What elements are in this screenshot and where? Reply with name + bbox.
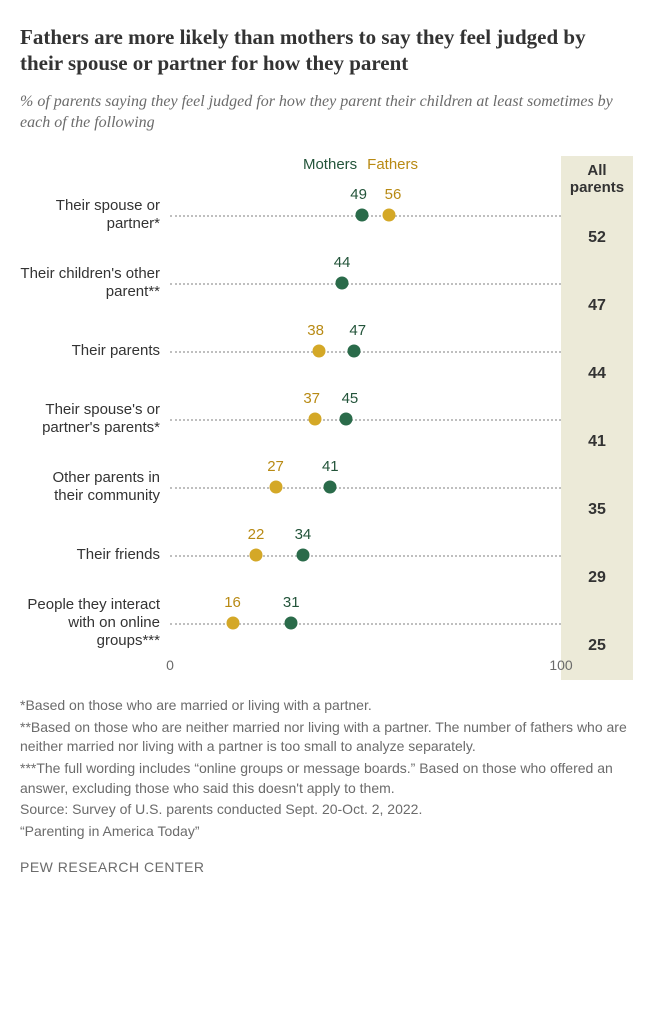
mother-dot (336, 276, 349, 289)
legend-mothers: Mothers (303, 156, 357, 173)
row-label: Their children's other parent** (20, 265, 170, 301)
mother-value: 49 (350, 186, 367, 203)
row-gridline (170, 419, 561, 421)
mother-dot (355, 208, 368, 221)
chart-footer: PEW RESEARCH CENTER (20, 859, 633, 875)
all-parents-value: 47 (561, 272, 633, 340)
all-parents-values: 52474441352925 (561, 204, 633, 680)
x-axis: 0 100 (170, 657, 561, 679)
chart-container: Mothers Fathers Their spouse or partner*… (20, 156, 633, 681)
all-parents-value: 52 (561, 204, 633, 272)
legend-fathers: Fathers (367, 156, 418, 173)
row-label: Other parents in their community (20, 469, 170, 505)
mother-value: 47 (349, 322, 366, 339)
row-plot: 38 47 (170, 317, 561, 385)
father-value: 27 (267, 458, 284, 475)
note-line: “Parenting in America Today” (20, 822, 633, 842)
row-plot: 27 41 (170, 453, 561, 521)
row-plot: 44 (170, 249, 561, 317)
chart-plot-area: Mothers Fathers Their spouse or partner*… (20, 156, 561, 681)
mother-value: 44 (334, 254, 351, 271)
all-parents-value: 35 (561, 476, 633, 544)
father-dot (269, 480, 282, 493)
all-parents-header: All parents (561, 156, 633, 205)
row-gridline (170, 555, 561, 557)
row-plot: 1631 (170, 589, 561, 657)
axis-tick-100: 100 (549, 657, 572, 673)
chart-legend: Mothers Fathers (20, 156, 561, 173)
chart-notes: *Based on those who are married or livin… (20, 696, 633, 841)
note-line: **Based on those who are neither married… (20, 718, 633, 757)
all-parents-column: All parents 52474441352925 (561, 156, 633, 681)
row-plot: 56 49 (170, 181, 561, 249)
row-plot: 37 45 (170, 385, 561, 453)
chart-row: Their children's other parent** 44 (20, 249, 561, 317)
mother-dot (347, 344, 360, 357)
chart-row: People they interact with on online grou… (20, 589, 561, 657)
chart-row: Their spouse's or partner's parents* 37 45 (20, 385, 561, 453)
axis-tick-0: 0 (166, 657, 174, 673)
chart-title: Fathers are more likely than mothers to … (20, 24, 633, 77)
mother-dot (296, 548, 309, 561)
note-line: Source: Survey of U.S. parents conducted… (20, 800, 633, 820)
mother-dot (285, 616, 298, 629)
father-value: 22 (248, 526, 265, 543)
row-label: Their friends (20, 546, 170, 564)
father-dot (382, 208, 395, 221)
mother-value: 45 (342, 390, 359, 407)
mother-value: 41 (322, 458, 339, 475)
chart-row: Other parents in their community 27 41 (20, 453, 561, 521)
father-value: 56 (385, 186, 402, 203)
mother-dot (324, 480, 337, 493)
all-parents-value: 41 (561, 408, 633, 476)
row-label: Their spouse or partner* (20, 197, 170, 233)
chart-row: Their spouse or partner* 56 49 (20, 181, 561, 249)
row-gridline (170, 487, 561, 489)
father-value: 16 (224, 594, 241, 611)
all-parents-value: 29 (561, 544, 633, 612)
note-line: *Based on those who are married or livin… (20, 696, 633, 716)
all-parents-value: 44 (561, 340, 633, 408)
father-dot (308, 412, 321, 425)
father-value: 37 (303, 390, 320, 407)
mother-dot (339, 412, 352, 425)
row-gridline (170, 351, 561, 353)
row-label: Their parents (20, 342, 170, 360)
father-dot (226, 616, 239, 629)
row-plot: 22 34 (170, 521, 561, 589)
chart-rows: Their spouse or partner* 56 49 Their childr… (20, 181, 561, 657)
father-dot (312, 344, 325, 357)
chart-row: Their friends 22 34 (20, 521, 561, 589)
note-line: ***The full wording includes “online gro… (20, 759, 633, 798)
chart-row: Their parents 38 47 (20, 317, 561, 385)
mother-value: 31 (283, 594, 300, 611)
row-label: People they interact with on online grou… (20, 596, 170, 650)
chart-subtitle: % of parents saying they feel judged for… (20, 91, 633, 134)
row-gridline (170, 283, 561, 285)
father-dot (250, 548, 263, 561)
mother-value: 34 (295, 526, 312, 543)
row-label: Their spouse's or partner's parents* (20, 401, 170, 437)
father-value: 38 (307, 322, 324, 339)
